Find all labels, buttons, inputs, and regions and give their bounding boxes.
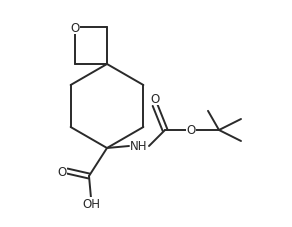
Text: O: O [57, 165, 67, 178]
Text: NH: NH [130, 140, 148, 153]
Text: O: O [150, 92, 160, 105]
Text: O: O [70, 21, 80, 34]
Text: O: O [186, 124, 196, 137]
Text: OH: OH [82, 198, 100, 211]
